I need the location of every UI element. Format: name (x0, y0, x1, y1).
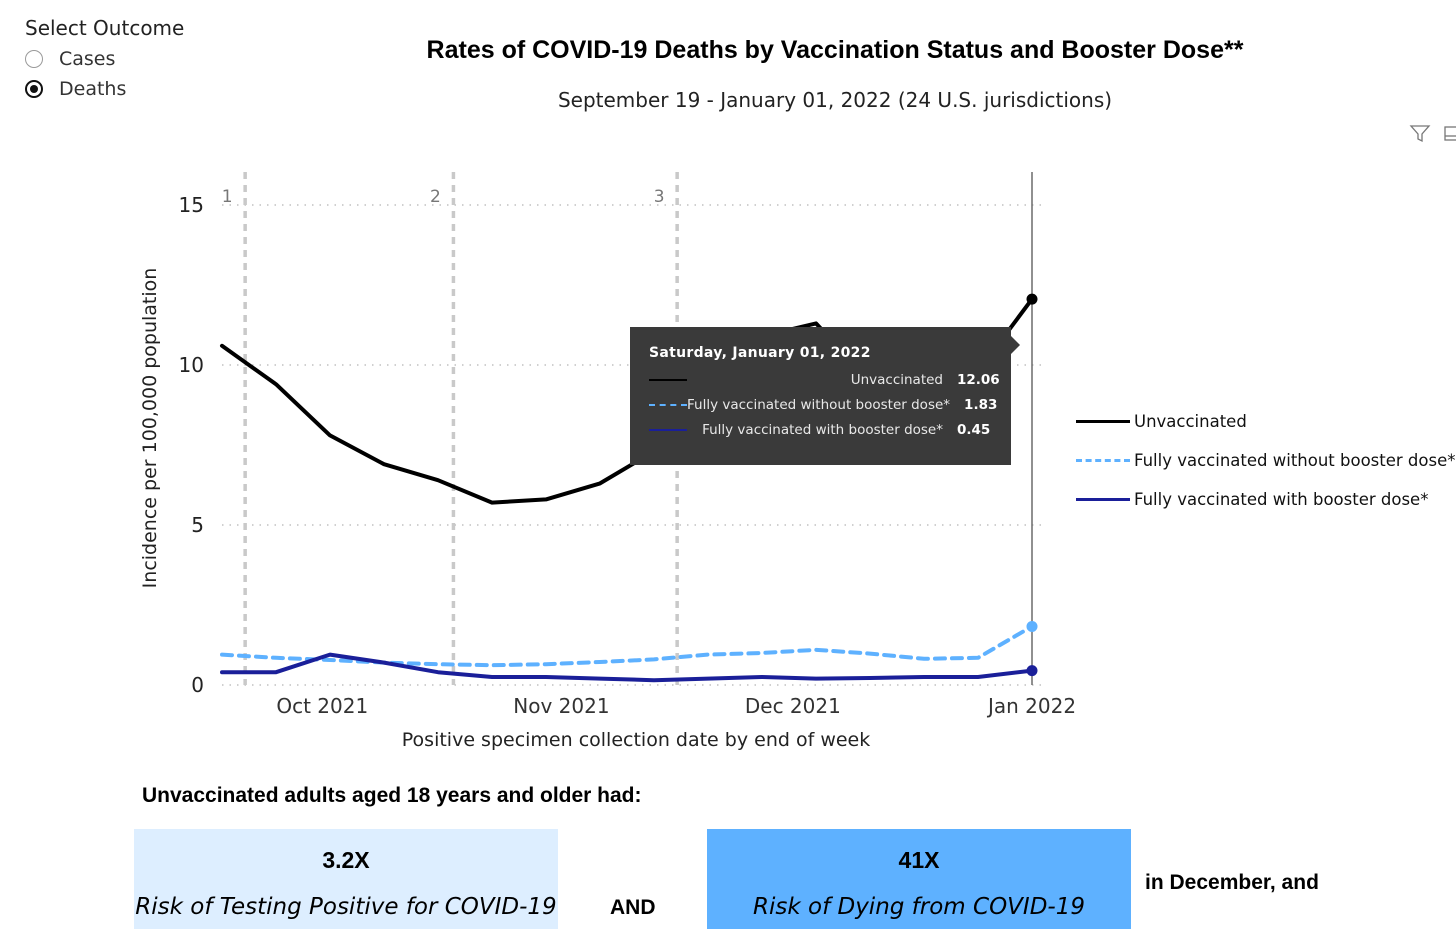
legend-label: Fully vaccinated without booster dose* (1134, 451, 1456, 470)
tooltip-row-no-booster: Fully vaccinated without booster dose* 1… (649, 392, 997, 417)
y-tick-label: 15 (179, 193, 204, 217)
testing-positive-desc: Risk of Testing Positive for COVID-19 (135, 894, 557, 920)
y-tick-label: 0 (191, 673, 204, 697)
tooltip-label: Fully vaccinated with booster dose* (702, 421, 943, 438)
y-axis-label: Incidence per 100,000 population (139, 268, 161, 589)
option-deaths[interactable]: Deaths (25, 74, 184, 104)
phase-reference-label: 1 (222, 187, 233, 207)
highlight-point-0[interactable] (1026, 293, 1038, 305)
series-line-2[interactable] (220, 652, 1034, 683)
phase-reference-label: 2 (430, 187, 441, 207)
tooltip-row-booster: Fully vaccinated with booster dose* 0.45 (649, 417, 993, 442)
tooltip-label: Fully vaccinated without booster dose* (687, 396, 951, 413)
radio-cases[interactable] (25, 50, 43, 68)
tooltip-value: 0.45 (957, 421, 991, 438)
outcome-slicer: Select Outcome Cases Deaths (25, 16, 184, 104)
filter-icon[interactable] (1409, 124, 1431, 144)
chart-title: Rates of COVID-19 Deaths by Vaccination … (426, 36, 1244, 64)
dying-risk-value: 41X (898, 847, 940, 873)
x-tick-label: Oct 2021 (276, 694, 368, 718)
highlight-point-2[interactable] (1026, 665, 1038, 677)
dying-risk-card: 41X Risk of Dying from COVID-19 (707, 829, 1131, 929)
legend-item-booster[interactable]: Fully vaccinated with booster dose* (1076, 480, 1455, 519)
chart-legend: Unvaccinated Fully vaccinated without bo… (1076, 402, 1455, 519)
tooltip-swatch-no-booster (649, 403, 687, 406)
testing-positive-card: 3.2X Risk of Testing Positive for COVID-… (134, 829, 558, 929)
legend-item-unvaccinated[interactable]: Unvaccinated (1076, 402, 1455, 441)
option-cases-label: Cases (59, 48, 116, 70)
highlight-point-1[interactable] (1026, 620, 1038, 632)
tooltip-swatch-unvaccinated (649, 378, 687, 381)
conjunction-text: AND (610, 896, 656, 919)
slicer-title: Select Outcome (25, 16, 185, 40)
summary-tail-text: in December, and (1145, 871, 1319, 894)
legend-label: Unvaccinated (1134, 412, 1247, 431)
summary-heading: Unvaccinated adults aged 18 years and ol… (142, 784, 642, 807)
phase-reference-label: 3 (654, 187, 665, 207)
tooltip-value: 12.06 (957, 371, 1000, 388)
chart-subtitle: September 19 - January 01, 2022 (24 U.S.… (557, 88, 1113, 112)
tooltip-swatch-booster (649, 428, 687, 431)
x-tick-label: Jan 2022 (986, 694, 1076, 718)
chart-tooltip: Saturday, January 01, 2022 Unvaccinated … (630, 327, 1020, 465)
dying-risk-desc: Risk of Dying from COVID-19 (753, 894, 1085, 920)
testing-positive-value: 3.2X (322, 847, 370, 873)
tooltip-date: Saturday, January 01, 2022 (649, 345, 871, 361)
x-tick-label: Nov 2021 (513, 694, 609, 718)
legend-label: Fully vaccinated with booster dose* (1134, 490, 1429, 509)
legend-swatch-booster (1076, 498, 1130, 501)
legend-swatch-unvaccinated (1076, 420, 1130, 423)
option-deaths-label: Deaths (59, 78, 127, 100)
option-cases[interactable]: Cases (25, 44, 184, 74)
tooltip-label: Unvaccinated (850, 371, 943, 388)
series-line-1[interactable] (220, 624, 1034, 668)
legend-swatch-no-booster (1076, 459, 1130, 462)
y-tick-label: 5 (191, 513, 204, 537)
tooltip-row-unvaccinated: Unvaccinated 12.06 (649, 367, 1000, 392)
x-tick-label: Dec 2021 (745, 694, 841, 718)
radio-deaths[interactable] (25, 80, 43, 98)
tooltip-value: 1.83 (964, 396, 998, 413)
y-tick-label: 10 (179, 353, 204, 377)
legend-item-no-booster[interactable]: Fully vaccinated without booster dose* (1076, 441, 1455, 480)
x-axis-label: Positive specimen collection date by end… (402, 729, 870, 751)
